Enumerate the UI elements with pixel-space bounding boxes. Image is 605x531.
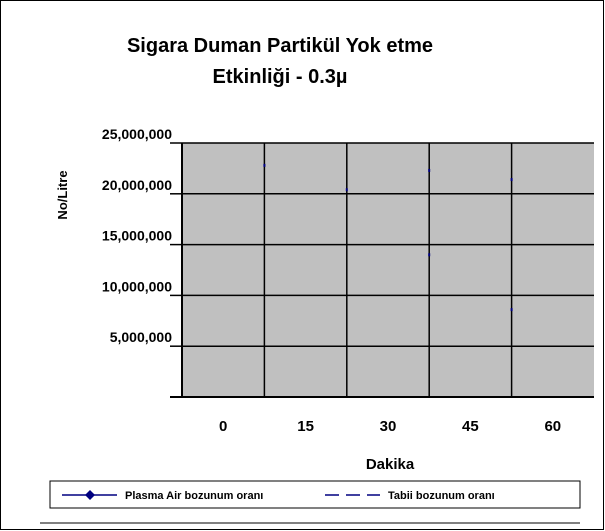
x-tick-label: 45 <box>462 418 479 435</box>
chart-title: Sigara Duman Partikül Yok etme <box>127 35 433 57</box>
x-tick-label: 15 <box>297 418 314 435</box>
plot-area <box>182 143 594 397</box>
y-tick-label: 15,000,000 <box>102 228 172 244</box>
y-tick-label: 10,000,000 <box>102 278 172 294</box>
y-tick-label: 5,000,000 <box>110 329 172 345</box>
legend-marker <box>85 490 95 500</box>
data-point <box>263 163 266 167</box>
data-point <box>428 253 431 257</box>
data-point <box>428 168 431 172</box>
y-axis-label: No/Litre <box>55 170 70 219</box>
x-axis-label: Dakika <box>366 456 415 473</box>
x-tick-label: 30 <box>380 418 397 435</box>
legend-label: Plasma Air bozunum oranı <box>125 490 263 502</box>
data-point <box>510 308 513 312</box>
data-point <box>510 178 513 182</box>
y-tick-label: 25,000,000 <box>102 126 172 142</box>
x-tick-label: 0 <box>219 418 227 435</box>
data-point <box>345 188 348 192</box>
y-tick-label: 20,000,000 <box>102 177 172 193</box>
chart-title: Etkinliği - 0.3µ <box>213 66 348 88</box>
legend-box <box>49 480 581 509</box>
legend-label: Tabii bozunum oranı <box>388 490 495 502</box>
x-tick-label: 60 <box>544 418 561 435</box>
